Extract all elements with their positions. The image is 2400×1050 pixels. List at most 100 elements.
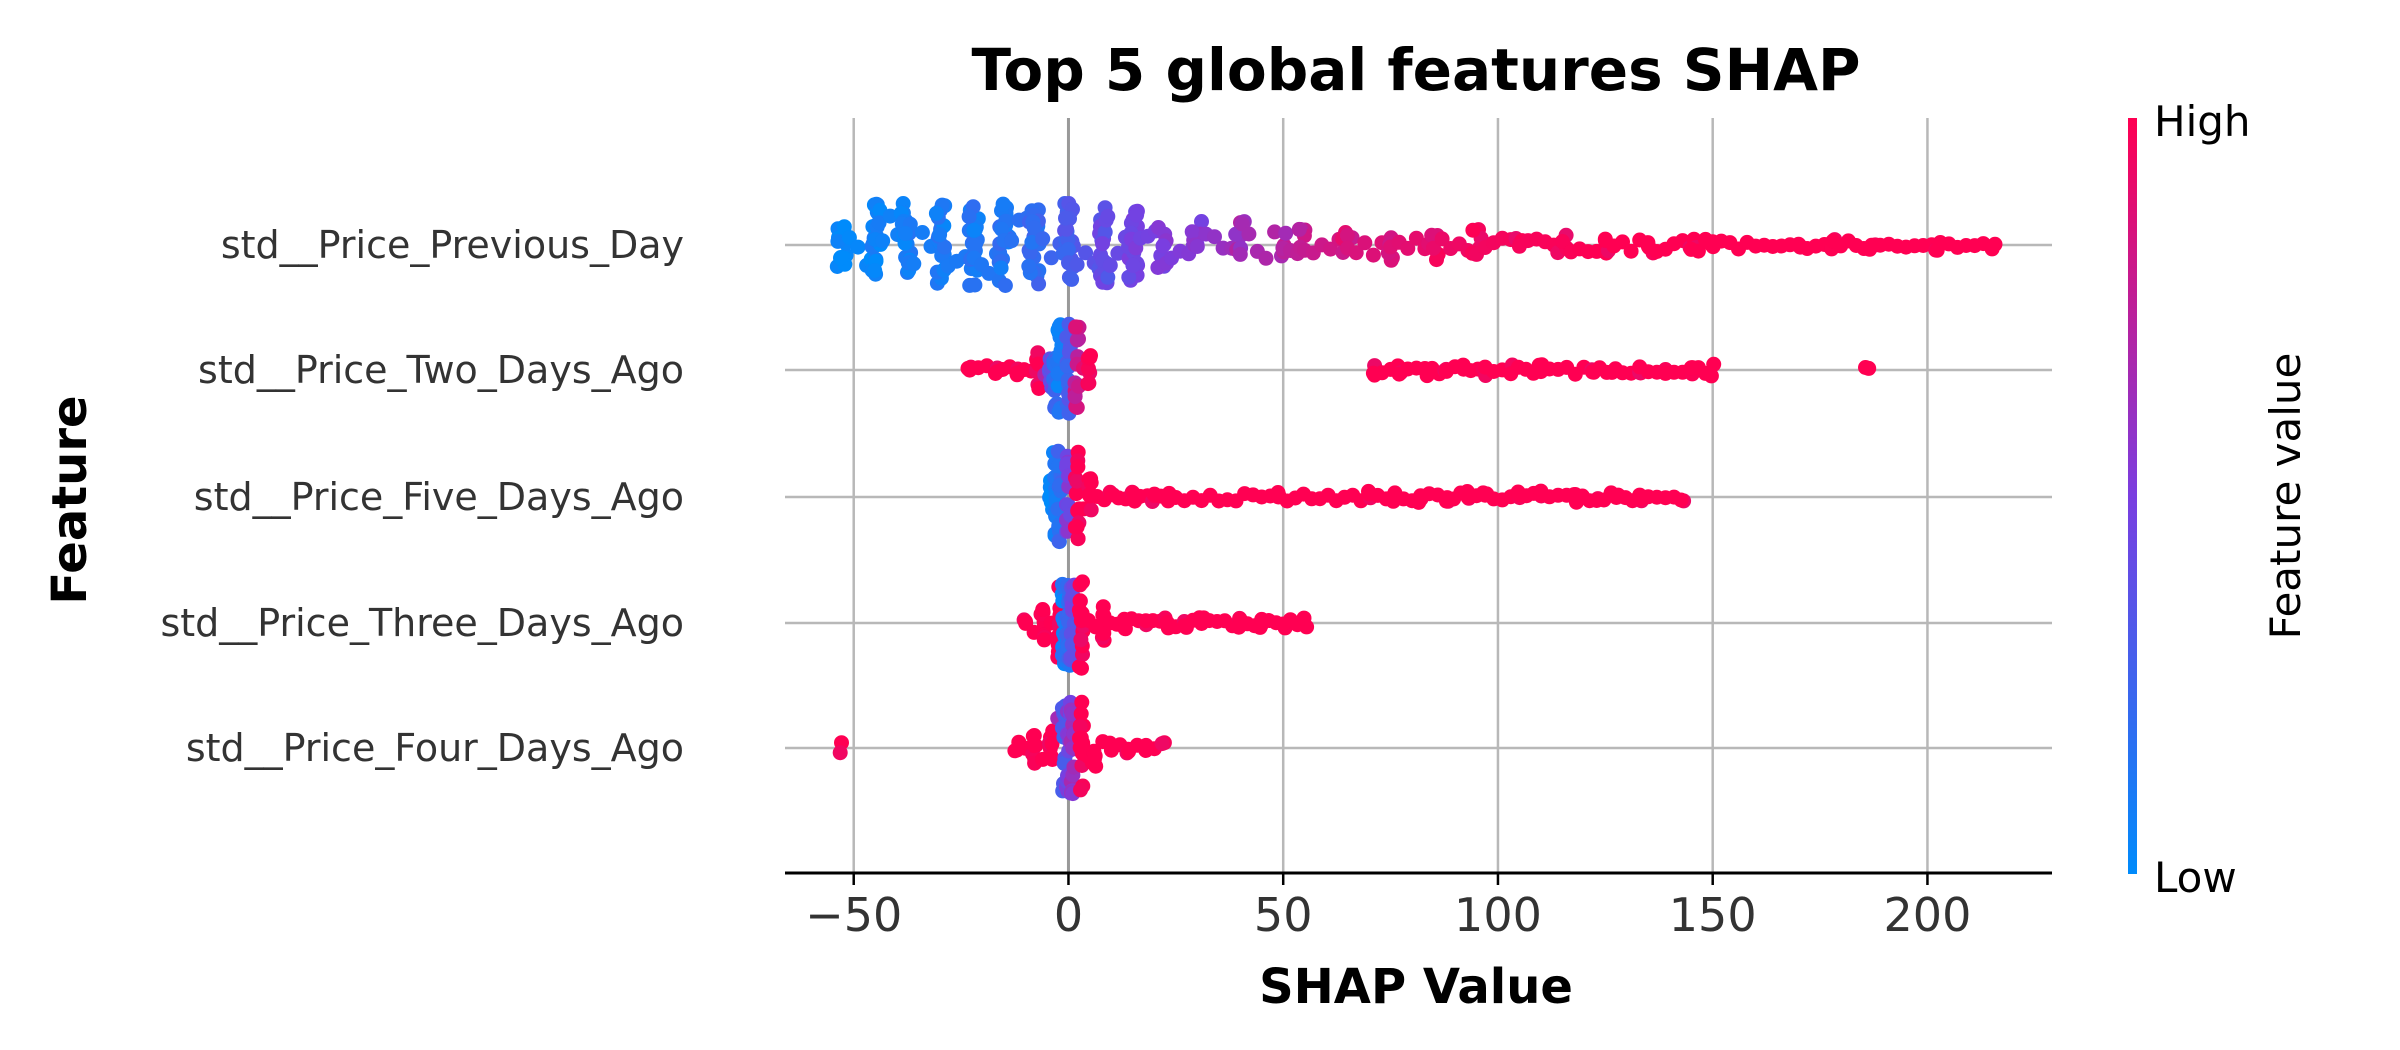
shap-point-3-16-1 xyxy=(1296,610,1312,626)
shap-point-fill-0-15-3 xyxy=(1365,247,1381,263)
shap-point-fill-0-5-1 xyxy=(1004,233,1020,249)
shap-point-1-8-13 xyxy=(1068,319,1084,335)
shap-point-3-6-13 xyxy=(1072,593,1088,609)
shap-point-0-6-14 xyxy=(1031,276,1047,292)
shap-point-3-1-6 xyxy=(1036,632,1052,648)
shap-point-fill-4-3-0 xyxy=(1043,749,1059,764)
shap-point-4-3-5 xyxy=(1044,736,1060,752)
shap-point-fill-4-8-0 xyxy=(1086,752,1102,768)
shap-point-1-9-6 xyxy=(1081,375,1097,391)
shap-point-0-7-20 xyxy=(1059,221,1074,237)
shap-point-fill-0-14-3 xyxy=(1323,241,1338,257)
shap-point-1-23-1 xyxy=(1706,356,1722,372)
shap-point-fill-0-12-3 xyxy=(1258,250,1274,266)
shap-point-fill-0-3-0 xyxy=(932,227,948,243)
shap-point-fill-0-0-2 xyxy=(850,239,866,255)
shap-point-2-4-12 xyxy=(1069,473,1085,489)
colorbar xyxy=(2128,118,2137,874)
shap-point-0-8-19 xyxy=(1100,269,1116,285)
shap-point-0-3-20 xyxy=(928,205,944,221)
colorbar-high-label: High xyxy=(2154,97,2251,146)
shap-point-fill-0-6-2 xyxy=(1043,250,1059,266)
shap-point-0-4-21 xyxy=(967,277,983,293)
shap-point-1-24-1 xyxy=(1858,360,1873,375)
shap-point-4-7-12 xyxy=(1074,694,1090,710)
shap-point-0-4-18 xyxy=(961,209,977,225)
feature-label-3: std__Price_Three_Days_Ago xyxy=(160,601,684,645)
shap-point-0-17-4 xyxy=(1429,252,1444,268)
x-tick-label-3: 100 xyxy=(1454,888,1542,942)
shap-point-fill-2-4-0 xyxy=(1069,519,1085,535)
shap-point-1-9-4 xyxy=(1083,348,1098,364)
shap-point-0-8-18 xyxy=(1095,236,1110,252)
shap-point-0-5-20 xyxy=(993,260,1009,276)
shap-point-0-14-3 xyxy=(1291,221,1307,237)
shap-point-4-7-13 xyxy=(1072,719,1088,735)
chart-title: Top 5 global features SHAP xyxy=(971,36,1860,104)
shap-point-0-7-21 xyxy=(1058,210,1073,226)
shap-point-fill-0-8-1 xyxy=(1102,257,1118,273)
shap-point-0-29-1 xyxy=(1987,236,2003,252)
shap-point-0-5-6 xyxy=(997,278,1013,293)
shap-point-0-7-19 xyxy=(1060,242,1076,257)
shap-point-2-4-11 xyxy=(1070,531,1086,547)
shap-point-4-7-11 xyxy=(1073,782,1088,798)
shap-point-fill-0-6-1 xyxy=(1035,231,1051,247)
shap-point-fill-4-7-0 xyxy=(1073,730,1089,746)
shap-point-fill-0-2-1 xyxy=(906,256,922,272)
shap-point-fill-0-12-0 xyxy=(1232,246,1248,262)
shap-point-0-13-2 xyxy=(1278,225,1294,241)
x-axis-title: SHAP Value xyxy=(1259,959,1573,1015)
shap-point-0-1-21 xyxy=(871,215,887,231)
shap-point-0-6-19 xyxy=(1021,258,1037,274)
y-axis-title: Feature xyxy=(42,395,98,604)
shap-point-fill-0-12-1 xyxy=(1241,226,1257,242)
colorbar-title: Feature value xyxy=(2261,353,2310,640)
shap-point-0-1-20 xyxy=(867,263,883,279)
shap-point-3-6-14 xyxy=(1073,632,1089,648)
x-tick-label-2: 50 xyxy=(1254,888,1313,942)
shap-point-0-4-19 xyxy=(966,222,982,238)
shap-point-fill-0-11-0 xyxy=(1189,239,1205,254)
shap-point-0-4-16 xyxy=(966,237,982,253)
shap-point-0-5-21 xyxy=(994,221,1010,237)
shap-point-fill-3-1-0 xyxy=(1035,602,1051,617)
x-tick-label-0: −50 xyxy=(805,888,902,942)
shap-point-fill-0-9-0 xyxy=(1125,257,1141,273)
shap-point-0-5-17 xyxy=(995,196,1011,212)
feature-label-1: std__Price_Two_Days_Ago xyxy=(198,348,684,392)
shap-point-2-4-7 xyxy=(1068,486,1084,502)
colorbar-low-label: Low xyxy=(2154,853,2237,902)
shap-point-fill-0-10-0 xyxy=(1155,238,1171,254)
shap-point-2-5-3 xyxy=(1083,502,1099,518)
feature-label-0: std__Price_Previous_Day xyxy=(221,223,684,267)
shap-point-4-7-4 xyxy=(1073,706,1089,722)
shap-points xyxy=(829,196,2003,802)
shap-point-fill-0-2-0 xyxy=(897,226,913,241)
shap-point-fill-0-16-3 xyxy=(1408,230,1424,246)
shap-point-3-6-4 xyxy=(1074,660,1089,676)
shap-point-0-11-6 xyxy=(1184,224,1200,240)
shap-point-0-9-18 xyxy=(1121,269,1137,285)
feature-label-2: std__Price_Five_Days_Ago xyxy=(194,475,684,519)
shap-point-fill-0-1-1 xyxy=(875,233,891,249)
shap-point-fill-0-2-2 xyxy=(914,225,930,240)
shap-point-1-23-0 xyxy=(1703,368,1719,384)
shap-point-0-0-13 xyxy=(830,233,846,249)
shap-point-4-0-1 xyxy=(832,745,848,761)
shap-point-fill-0-0-0 xyxy=(833,250,849,265)
shap-point-0-3-19 xyxy=(937,239,952,255)
shap-point-1-3-6 xyxy=(1031,381,1047,396)
shap-point-fill-0-7-1 xyxy=(1069,257,1085,273)
shap-point-0-18-3 xyxy=(1465,222,1481,238)
shap-point-fill-0-20-0 xyxy=(1554,234,1570,249)
shap-point-4-12-1 xyxy=(1154,736,1170,752)
shap-point-fill-4-2-0 xyxy=(1026,738,1042,754)
shap-point-0-9-14 xyxy=(1129,207,1145,223)
shap-point-fill-0-21-3 xyxy=(1623,243,1639,259)
shap-point-0-15-4 xyxy=(1339,227,1355,243)
shap-point-3-6-9 xyxy=(1075,574,1090,590)
shap-point-fill-0-7-2 xyxy=(1078,245,1094,261)
